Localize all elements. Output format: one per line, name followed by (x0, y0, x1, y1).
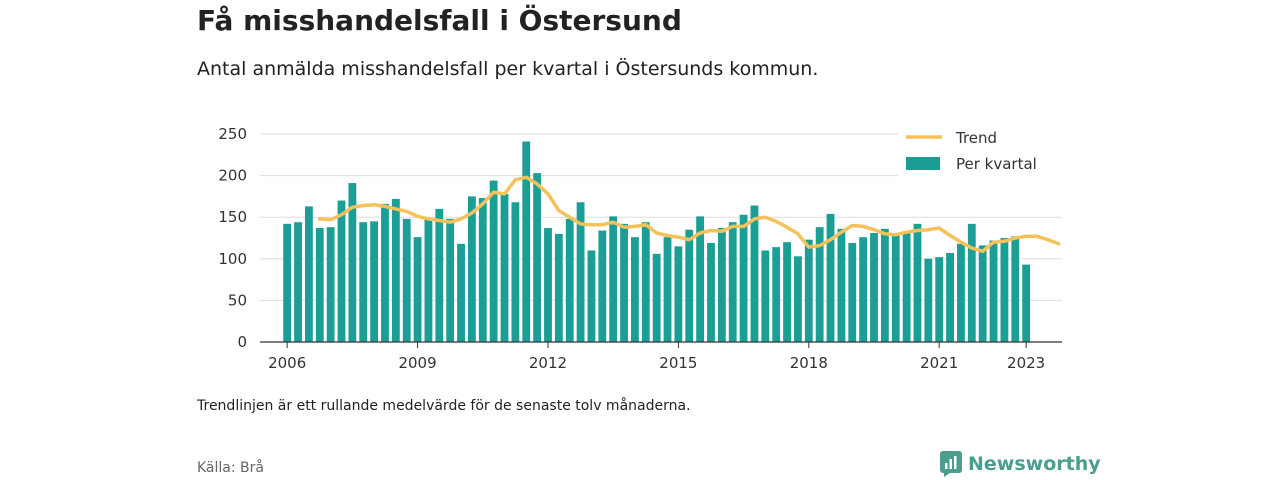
legend-trend-label: Trend (955, 129, 997, 147)
bar (728, 222, 737, 342)
bar (576, 202, 585, 342)
legend-bar-swatch (906, 157, 940, 170)
bar (750, 205, 759, 342)
bar (826, 213, 835, 342)
bar (1011, 236, 1020, 342)
bar (283, 223, 292, 342)
bar (641, 222, 650, 342)
bar (663, 237, 672, 342)
bar (391, 198, 400, 342)
legend-bar-label: Per kvartal (956, 155, 1037, 173)
bar (315, 228, 324, 342)
bar (446, 218, 455, 342)
bar (957, 243, 965, 342)
bar (511, 202, 520, 342)
bar (837, 228, 846, 342)
brand-name: Newsworthy (968, 453, 1101, 475)
bar (359, 222, 368, 342)
bar (348, 183, 357, 342)
x-tick-label: 2012 (529, 354, 567, 372)
bar (489, 180, 498, 342)
bar (522, 141, 531, 342)
y-tick-label: 200 (218, 167, 247, 185)
y-tick-label: 150 (218, 208, 247, 226)
x-tick-label: 2015 (659, 354, 697, 372)
bar (294, 222, 302, 342)
x-tick-label: 2006 (268, 354, 306, 372)
bar (631, 237, 639, 342)
bar (978, 245, 987, 342)
x-tick-label: 2021 (920, 354, 958, 372)
bar (815, 227, 824, 342)
source-text: Källa: Brå (197, 460, 264, 476)
bar (533, 173, 542, 342)
bar (500, 193, 509, 342)
bar (859, 237, 868, 342)
bar (620, 223, 628, 342)
x-axis: 2006 2009 2012 2015 2018 2021 2023 (268, 342, 1045, 372)
y-tick-label: 50 (228, 291, 247, 309)
bar (337, 200, 346, 342)
bar (761, 250, 770, 342)
x-tick-label: 2009 (398, 354, 436, 372)
bar (848, 242, 857, 342)
bar (467, 196, 476, 342)
bar (707, 242, 715, 342)
bar (685, 229, 694, 342)
bar (891, 233, 900, 342)
y-tick-label: 100 (218, 250, 247, 268)
bar (565, 218, 574, 342)
x-tick-label: 2018 (790, 354, 828, 372)
bar (967, 223, 976, 342)
bar (924, 258, 933, 342)
bar (457, 243, 465, 342)
bar (674, 246, 683, 342)
bar (717, 228, 726, 342)
bar (381, 203, 389, 342)
bar (880, 228, 889, 342)
bar (435, 208, 444, 342)
bar-series (283, 141, 1031, 342)
bar (1022, 264, 1031, 342)
newsworthy-logo-icon (940, 451, 962, 477)
x-tick-label: 2023 (1007, 354, 1045, 372)
bar (935, 257, 944, 342)
bar (402, 218, 411, 342)
bar (739, 214, 748, 342)
bar (794, 256, 802, 342)
bar (870, 233, 878, 342)
bar (370, 221, 379, 342)
bar (326, 227, 335, 342)
y-axis: 0 50 100 150 200 250 (218, 125, 247, 351)
bar (544, 228, 552, 342)
footnote: Trendlinjen är ett rullande medelvärde f… (197, 398, 691, 414)
chart-area: 0 50 100 150 200 250 2006 2009 2012 2015 2018 2021… (218, 125, 1063, 372)
bar (902, 233, 911, 342)
bar (587, 250, 596, 342)
y-tick-label: 250 (218, 125, 247, 143)
bar (913, 223, 922, 342)
bar (989, 240, 998, 342)
trend-line (318, 175, 1061, 254)
y-tick-label: 0 (237, 333, 247, 351)
bar (1000, 238, 1009, 342)
bar (946, 252, 954, 342)
bar (554, 233, 563, 342)
bar (609, 216, 618, 342)
bar (783, 242, 791, 342)
legend: Trend Per kvartal (898, 128, 1063, 178)
bar (804, 239, 813, 342)
bar (772, 247, 781, 342)
brand-logo: Newsworthy (940, 450, 1101, 478)
chart-title: Få misshandelsfall i Östersund (197, 4, 682, 37)
bar (304, 206, 313, 342)
bar (478, 198, 487, 342)
bar (652, 253, 661, 342)
bar (413, 237, 422, 342)
chart-subtitle: Antal anmälda misshandelsfall per kvarta… (197, 58, 819, 80)
bar (696, 216, 705, 342)
bar (424, 218, 433, 342)
bar (598, 230, 607, 342)
